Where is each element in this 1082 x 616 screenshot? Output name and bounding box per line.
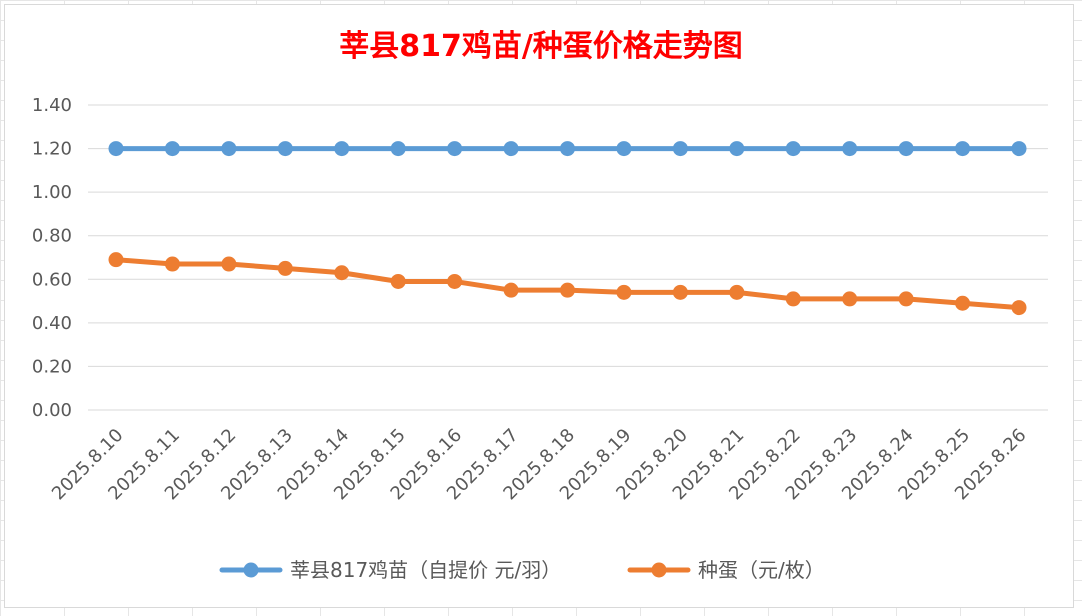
data-point xyxy=(390,141,406,157)
data-point xyxy=(164,256,180,272)
data-point xyxy=(785,141,801,157)
data-point xyxy=(503,141,519,157)
data-point xyxy=(221,256,237,272)
data-point xyxy=(955,295,971,311)
data-point xyxy=(955,141,971,157)
y-tick-label: 0.00 xyxy=(32,400,72,421)
data-point xyxy=(334,265,350,281)
data-point xyxy=(729,141,745,157)
data-point xyxy=(842,141,858,157)
legend-label: 莘县817鸡苗（自提价 元/羽） xyxy=(290,558,561,582)
series-egg-price xyxy=(108,252,1027,316)
y-tick-label: 1.40 xyxy=(32,95,72,116)
data-point xyxy=(672,141,688,157)
data-point xyxy=(164,141,180,157)
data-point xyxy=(447,141,463,157)
data-point xyxy=(447,273,463,289)
data-point xyxy=(1011,300,1027,316)
legend-label: 种蛋（元/枚） xyxy=(698,558,825,582)
data-point xyxy=(108,141,124,157)
data-point xyxy=(334,141,350,157)
data-point xyxy=(221,141,237,157)
data-point xyxy=(560,141,575,157)
y-tick-label: 0.60 xyxy=(32,269,72,290)
data-point xyxy=(729,284,745,300)
data-point xyxy=(277,260,293,276)
x-axis-tick-labels: 2025.8.102025.8.112025.8.122025.8.132025… xyxy=(48,425,1031,505)
legend-point-marker xyxy=(243,562,259,578)
data-point xyxy=(1011,141,1027,157)
y-tick-label: 1.00 xyxy=(32,182,72,203)
data-point xyxy=(842,291,858,307)
y-tick-label: 0.40 xyxy=(32,313,72,334)
data-point xyxy=(898,291,914,307)
legend-item: 种蛋（元/枚） xyxy=(627,558,825,582)
series-group xyxy=(108,141,1027,316)
data-point xyxy=(785,291,801,307)
y-tick-label: 1.20 xyxy=(32,139,72,160)
data-point xyxy=(560,282,575,298)
y-axis-tick-labels: 0.00 0.20 0.40 0.60 0.80 1.00 1.20 1.40 xyxy=(32,95,72,421)
y-tick-label: 0.80 xyxy=(32,226,72,247)
chart-title: 莘县817鸡苗/种蛋价格走势图 xyxy=(339,29,743,64)
legend: 莘县817鸡苗（自提价 元/羽） 种蛋（元/枚） xyxy=(219,558,825,582)
data-point xyxy=(503,282,519,298)
legend-item: 莘县817鸡苗（自提价 元/羽） xyxy=(219,558,561,582)
legend-point-marker xyxy=(651,562,667,578)
data-point xyxy=(108,252,124,268)
data-point xyxy=(277,141,293,157)
series-chick-price xyxy=(108,141,1027,157)
data-point xyxy=(616,284,632,300)
data-point xyxy=(672,284,688,300)
data-point xyxy=(616,141,632,157)
y-tick-label: 0.20 xyxy=(32,356,72,377)
data-point xyxy=(898,141,914,157)
data-point xyxy=(390,273,406,289)
